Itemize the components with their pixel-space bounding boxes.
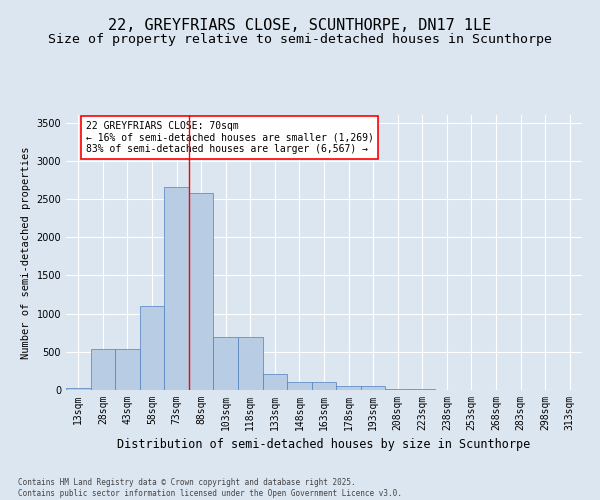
Text: Size of property relative to semi-detached houses in Scunthorpe: Size of property relative to semi-detach… xyxy=(48,32,552,46)
Bar xyxy=(385,389,410,390)
Bar xyxy=(263,374,287,390)
Bar xyxy=(214,338,238,390)
Bar xyxy=(312,382,336,390)
Bar xyxy=(336,386,361,390)
Text: 22, GREYFRIARS CLOSE, SCUNTHORPE, DN17 1LE: 22, GREYFRIARS CLOSE, SCUNTHORPE, DN17 1… xyxy=(109,18,491,32)
Bar xyxy=(361,386,385,390)
Bar xyxy=(410,389,434,390)
X-axis label: Distribution of semi-detached houses by size in Scunthorpe: Distribution of semi-detached houses by … xyxy=(118,438,530,452)
Bar xyxy=(140,306,164,390)
Bar xyxy=(287,382,312,390)
Bar xyxy=(164,187,189,390)
Bar xyxy=(189,193,214,390)
Bar xyxy=(91,349,115,390)
Y-axis label: Number of semi-detached properties: Number of semi-detached properties xyxy=(21,146,31,359)
Bar xyxy=(66,388,91,390)
Text: 22 GREYFRIARS CLOSE: 70sqm
← 16% of semi-detached houses are smaller (1,269)
83%: 22 GREYFRIARS CLOSE: 70sqm ← 16% of semi… xyxy=(86,121,374,154)
Bar xyxy=(238,338,263,390)
Text: Contains HM Land Registry data © Crown copyright and database right 2025.
Contai: Contains HM Land Registry data © Crown c… xyxy=(18,478,402,498)
Bar xyxy=(115,349,140,390)
